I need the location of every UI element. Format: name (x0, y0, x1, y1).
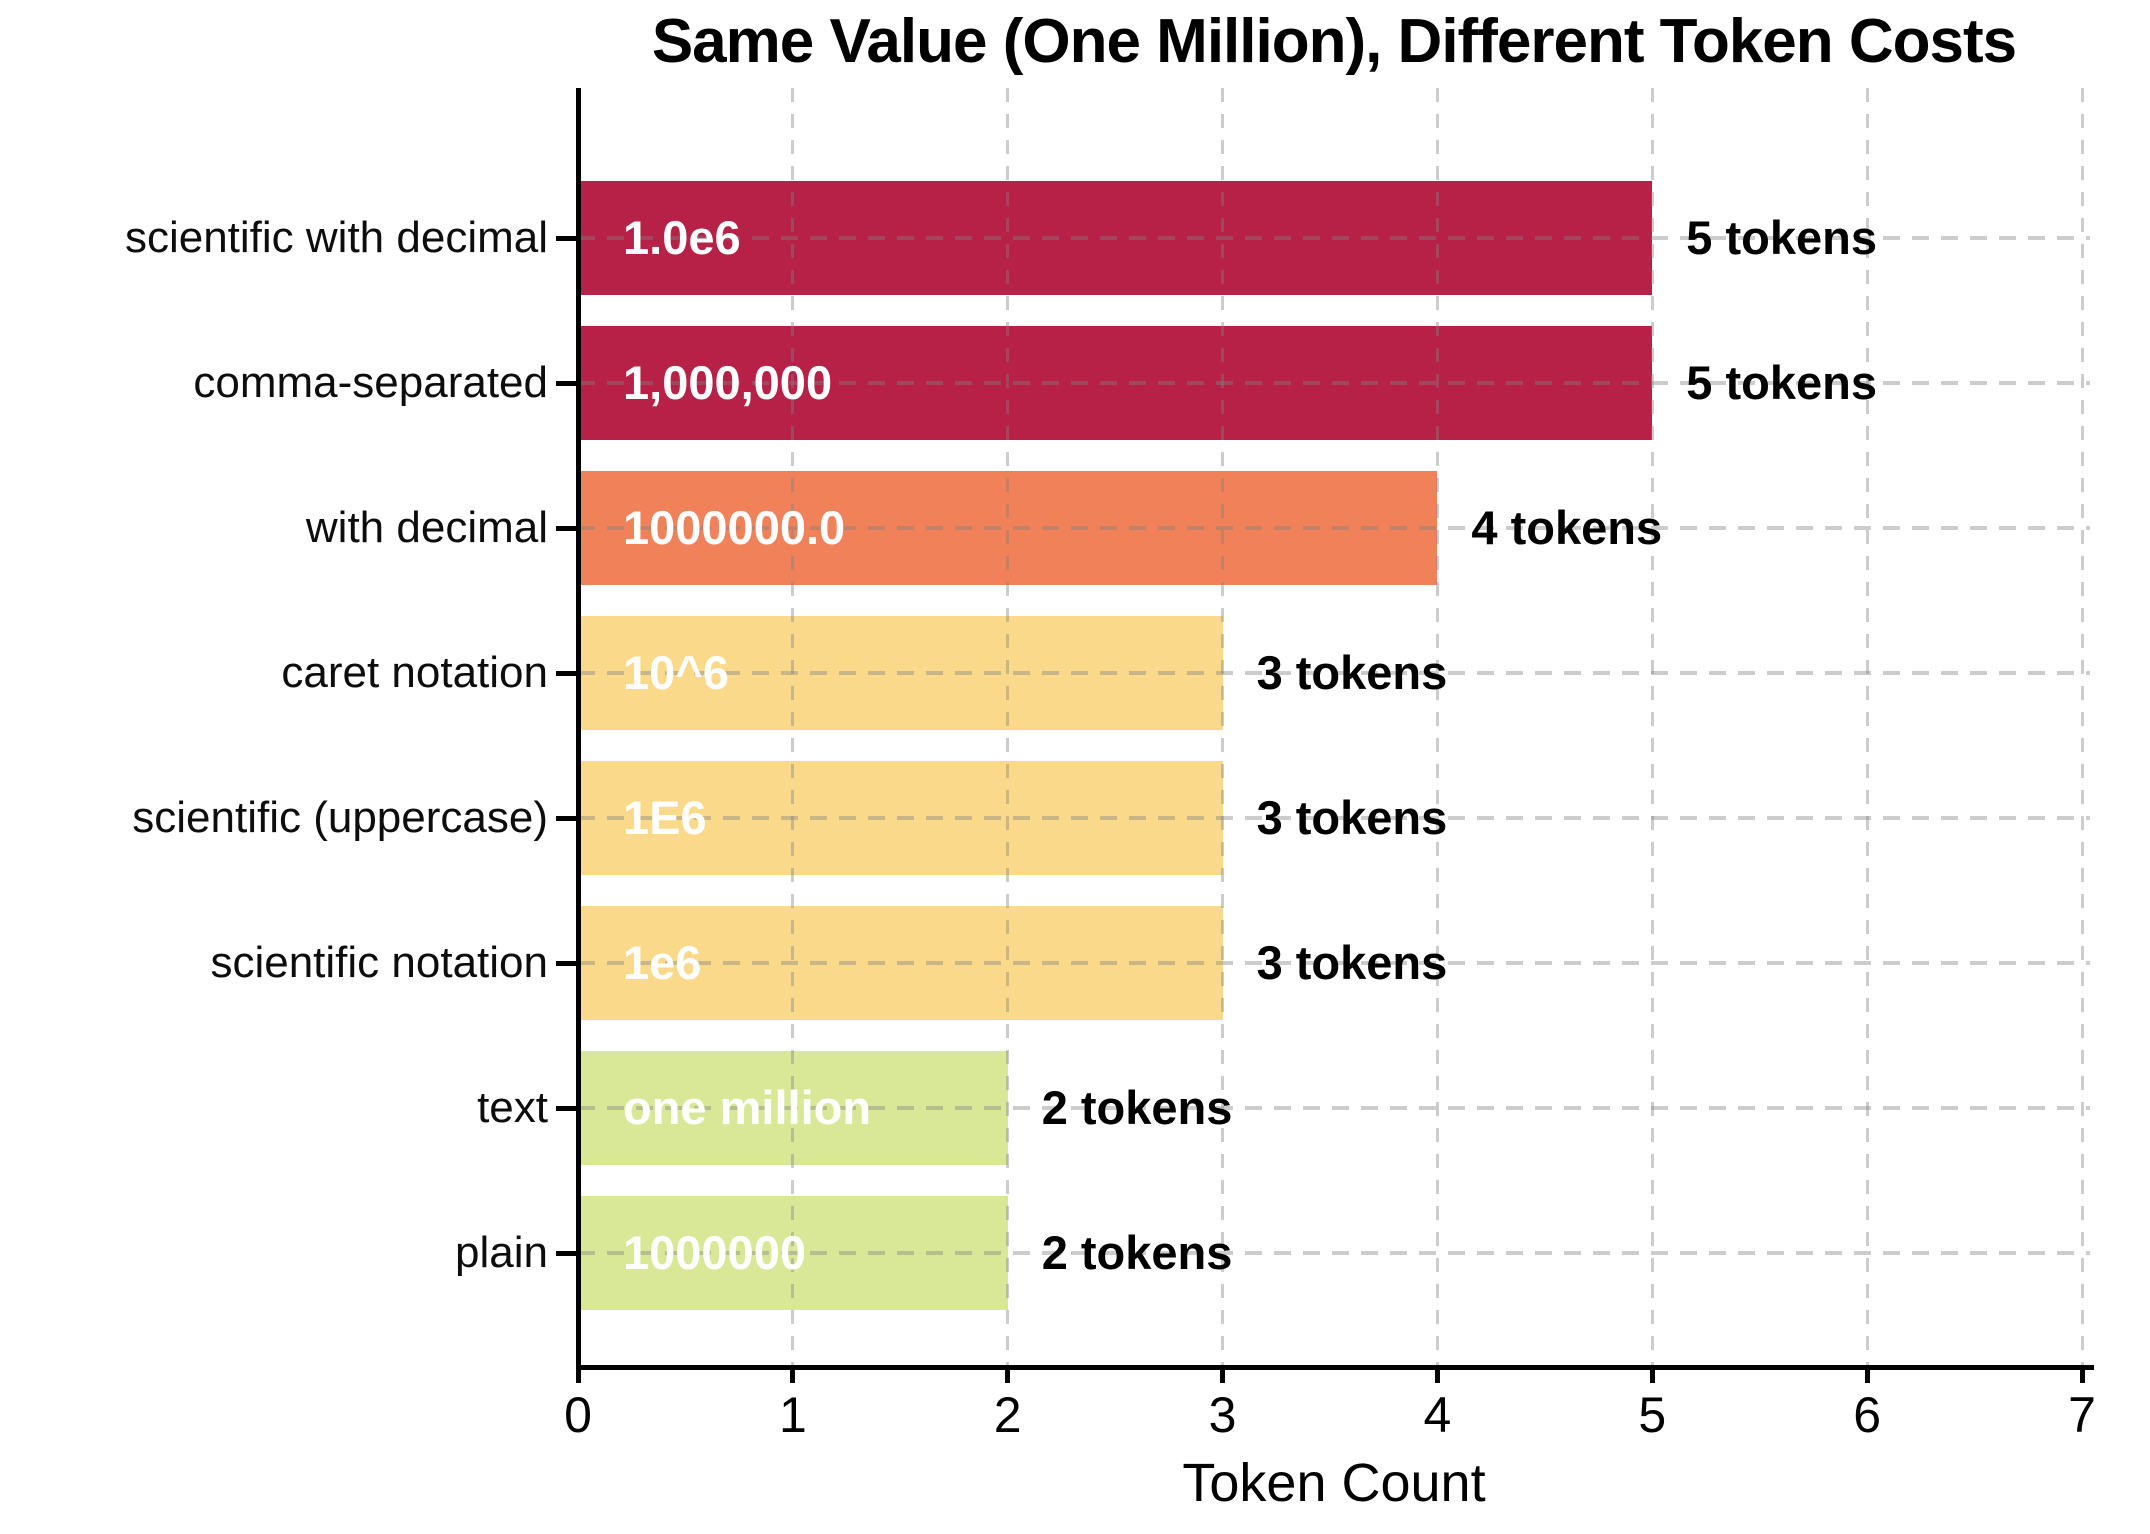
x-axis-spine (576, 1365, 2094, 1370)
token-count-annotation: 4 tokens (1471, 501, 1663, 554)
y-category-label: with decimal (305, 503, 548, 552)
x-tick-mark (1005, 1365, 1011, 1383)
x-tick-label: 1 (778, 1387, 807, 1443)
bar (578, 1196, 1008, 1310)
x-tick-mark (1649, 1365, 1655, 1383)
y-tick-mark (556, 1106, 578, 1111)
x-tick-mark (790, 1365, 796, 1383)
y-tick-mark (556, 1251, 578, 1256)
y-category-label: scientific (uppercase) (132, 793, 548, 842)
vertical-gridline (791, 88, 795, 1365)
bar (578, 181, 1653, 295)
vertical-gridline (1865, 88, 1869, 1365)
bar (578, 761, 1223, 875)
horizontal-gridline (578, 381, 2090, 385)
x-tick-mark (2079, 1365, 2085, 1383)
x-tick-label: 4 (1423, 1387, 1452, 1443)
y-tick-mark (556, 236, 578, 241)
token-count-annotation: 3 tokens (1256, 646, 1448, 699)
x-tick-label: 6 (1853, 1387, 1882, 1443)
bar (578, 471, 1438, 585)
token-count-annotation: 3 tokens (1256, 936, 1448, 989)
token-count-annotation: 3 tokens (1256, 791, 1448, 844)
y-category-label: scientific notation (210, 938, 548, 987)
token-count-annotation: 5 tokens (1686, 211, 1877, 264)
token-count-annotation: 2 tokens (1041, 1081, 1233, 1134)
y-tick-mark (556, 381, 578, 386)
bar (578, 906, 1223, 1020)
bar-value-label: 1.0e6 (623, 211, 741, 264)
bar-value-label: 10^6 (623, 646, 729, 699)
x-tick-mark (1220, 1365, 1226, 1383)
y-tick-mark (556, 961, 578, 966)
y-category-label: scientific with decimal (124, 213, 548, 262)
chart-title: Same Value (One Million), Different Toke… (651, 7, 2017, 76)
x-axis-label: Token Count (1182, 1453, 1486, 1513)
y-category-label: plain (455, 1228, 548, 1277)
x-tick-mark (575, 1365, 581, 1383)
vertical-gridline (2080, 88, 2084, 1365)
y-category-label: caret notation (281, 648, 548, 697)
bar (578, 1051, 1008, 1165)
x-tick-label: 5 (1638, 1387, 1667, 1443)
vertical-gridline (1006, 88, 1010, 1365)
bar (578, 616, 1223, 730)
x-tick-label: 2 (993, 1387, 1022, 1443)
bar-value-label: one million (623, 1081, 872, 1134)
y-category-label: comma-separated (193, 358, 548, 407)
y-tick-mark (556, 671, 578, 676)
bar-value-label: 1000000.0 (623, 501, 846, 554)
x-tick-label: 3 (1208, 1387, 1237, 1443)
vertical-gridline (1435, 88, 1439, 1365)
bar-value-label: 1,000,000 (623, 356, 833, 409)
x-tick-label: 7 (2068, 1387, 2096, 1443)
x-tick-label: 0 (564, 1387, 592, 1443)
bar-value-label: 1e6 (623, 936, 702, 989)
horizontal-gridline (578, 961, 2090, 965)
x-tick-mark (1864, 1365, 1870, 1383)
bar (578, 326, 1653, 440)
vertical-gridline (1221, 88, 1225, 1365)
horizontal-gridline (578, 671, 2090, 675)
y-tick-mark (556, 816, 578, 821)
x-tick-mark (1434, 1365, 1440, 1383)
horizontal-gridline (578, 526, 2090, 530)
horizontal-gridline (578, 1106, 2090, 1110)
bar-value-label: 1000000 (623, 1226, 806, 1279)
y-axis-spine (576, 88, 581, 1370)
plot-area: 1.0e6 5 tokens 1,000,000 5 tokens 1000000.0 4… (556, 88, 2094, 1383)
token-count-annotation: 5 tokens (1686, 356, 1877, 409)
token-count-annotation: 2 tokens (1041, 1226, 1233, 1279)
y-category-label: text (477, 1083, 548, 1132)
bar-value-label: 1E6 (623, 791, 707, 844)
y-tick-mark (556, 526, 578, 531)
horizontal-gridline (578, 1251, 2090, 1255)
horizontal-gridline (578, 236, 2090, 240)
horizontal-gridline (578, 816, 2090, 820)
vertical-gridline (1650, 88, 1654, 1365)
